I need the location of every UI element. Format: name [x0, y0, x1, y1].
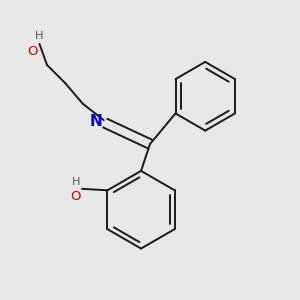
- Text: N: N: [89, 114, 102, 129]
- Text: O: O: [28, 45, 38, 58]
- Text: H: H: [35, 31, 44, 41]
- Text: O: O: [70, 190, 80, 203]
- Text: H: H: [72, 177, 80, 187]
